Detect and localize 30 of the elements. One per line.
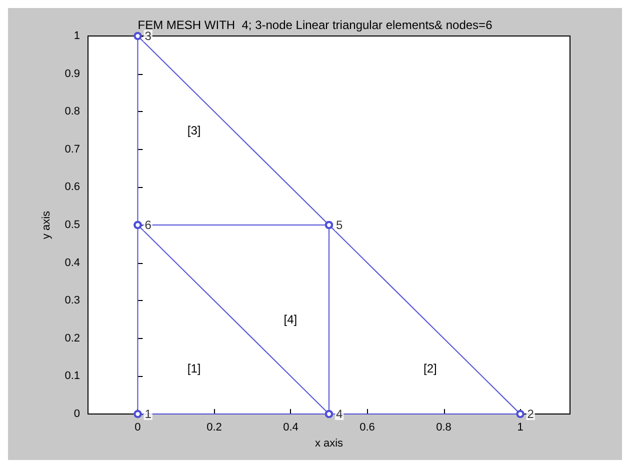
x-tick-label: 0.8 <box>436 422 452 434</box>
y-tick-label: 1 <box>74 30 80 42</box>
y-axis-title: y axis <box>40 210 52 240</box>
x-tick-label: 0.6 <box>360 422 375 434</box>
y-tick-label: 0.8 <box>64 106 80 118</box>
annotation: [4] <box>284 312 298 326</box>
annotation: 5 <box>336 218 343 232</box>
annotation: [1] <box>187 362 201 376</box>
annotation: [3] <box>187 124 201 138</box>
y-tick-label: 0.5 <box>64 219 80 231</box>
annotation: 3 <box>144 29 152 43</box>
y-tick-label: 0.2 <box>64 332 80 344</box>
annotation: 1 <box>144 407 152 421</box>
y-tick-label: 0.9 <box>64 68 80 80</box>
x-tick-label: 0.4 <box>283 422 298 434</box>
annotation: 2 <box>527 407 534 421</box>
annotation: 6 <box>144 218 152 232</box>
y-tick-label: 0.1 <box>64 370 80 382</box>
x-tick-label: 1 <box>517 422 524 434</box>
y-tick-label: 0 <box>74 408 80 420</box>
x-axis-title: x axis <box>314 438 344 450</box>
y-tick-label: 0.4 <box>64 256 80 269</box>
y-tick-label: 0.3 <box>64 294 80 307</box>
y-tick-label: 0.6 <box>64 181 80 194</box>
annotation: [2] <box>424 362 437 376</box>
chart-title: FEM MESH WITH 4; 3-node Linear triangular elements& nodes=6 <box>138 18 493 32</box>
y-tick-label: 0.7 <box>64 143 80 156</box>
x-tick-label: 0.2 <box>206 422 222 434</box>
x-tick-label: 0 <box>134 422 141 434</box>
annotation: 4 <box>336 407 343 421</box>
